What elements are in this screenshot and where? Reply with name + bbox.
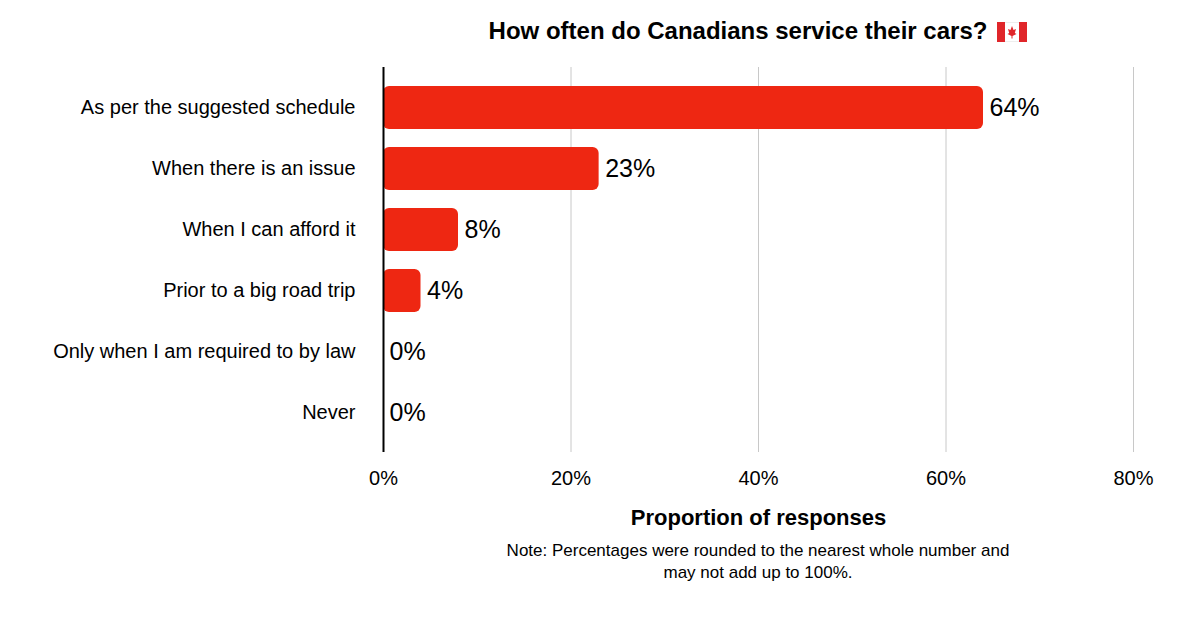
svg-text:23%: 23%	[605, 154, 655, 182]
svg-text:As per the suggested schedule: As per the suggested schedule	[81, 96, 356, 118]
svg-text:When I can afford it: When I can afford it	[182, 218, 356, 240]
html-text:How often do Canadians service: How often do Canadians service their car…	[488, 17, 988, 44]
svg-text:20%: 20%	[551, 467, 591, 489]
svg-text:8%: 8%	[465, 215, 501, 243]
svg-text:Prior to a big road trip: Prior to a big road trip	[163, 279, 355, 301]
svg-text:Proportion of responses: Proportion of responses	[631, 505, 886, 530]
svg-text:4%: 4%	[427, 276, 463, 304]
svg-text:0%: 0%	[390, 337, 426, 365]
svg-text:When there is an issue: When there is an issue	[152, 157, 355, 179]
svg-text:Only when I am required to by: Only when I am required to by law	[53, 340, 356, 362]
svg-text:0%: 0%	[390, 398, 426, 426]
svg-text:80%: 80%	[1113, 467, 1153, 489]
svg-text:0%: 0%	[369, 467, 398, 489]
svg-text:60%: 60%	[926, 467, 966, 489]
svg-text:40%: 40%	[738, 467, 778, 489]
svg-text:64%: 64%	[990, 93, 1040, 121]
svg-text:Never: Never	[302, 401, 356, 423]
html-text:Note: Percentages were rounded: Note: Percentages were rounded to the ne…	[506, 541, 1010, 582]
